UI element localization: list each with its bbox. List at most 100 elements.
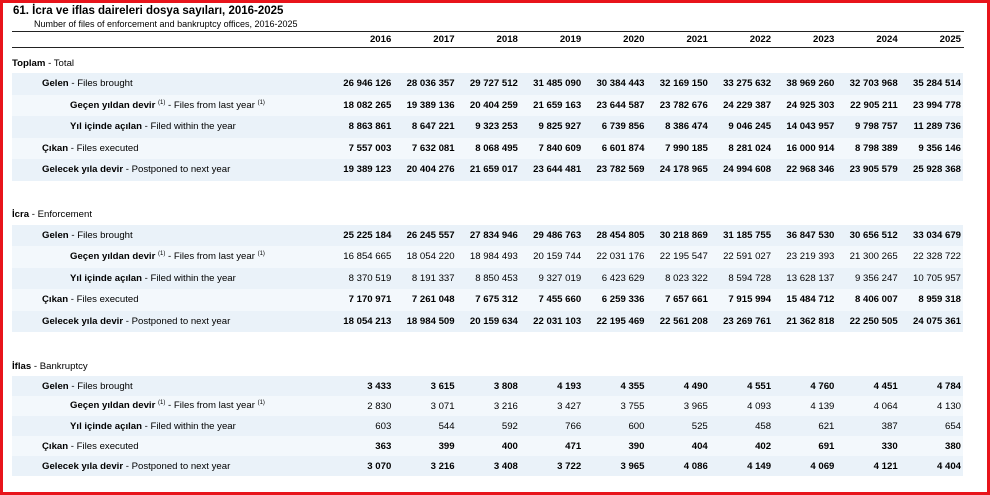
row-label: Yıl içinde açılan <box>70 420 142 432</box>
row-label-en: Files executed <box>76 440 139 452</box>
value-cell: 621 <box>773 416 837 436</box>
value-cell: 24 229 387 <box>709 94 774 116</box>
section-title-en: Total <box>53 57 75 69</box>
value-cell: 7 261 048 <box>393 289 457 311</box>
value-cell: 4 355 <box>583 376 647 396</box>
value-cell: 4 784 <box>899 376 963 396</box>
value-cell: 25 928 368 <box>899 159 963 181</box>
value-cell: 22 031 103 <box>519 310 584 332</box>
value-cell: 3 216 <box>456 396 520 416</box>
table-title: 61. İcra ve iflas daireleri dosya sayıla… <box>13 5 284 17</box>
table-row: Geçen yıldan devir (1) - Files from last… <box>12 246 963 268</box>
value-cell: 603 <box>330 416 394 436</box>
row-label-en: Postponed to next year <box>131 315 231 327</box>
value-cell: 8 959 318 <box>899 289 963 311</box>
value-cell: 4 139 <box>773 396 837 416</box>
value-cell: 8 023 322 <box>646 267 710 289</box>
value-cell: 4 451 <box>836 376 900 396</box>
row-label-en: Files from last year <box>173 400 255 412</box>
year-header: 2024 <box>876 34 898 45</box>
value-cell: 3 071 <box>393 396 457 416</box>
value-cell: 4 760 <box>773 376 837 396</box>
value-cell: 6 739 856 <box>583 116 647 138</box>
value-cell: 19 389 123 <box>330 159 394 181</box>
spacer-row <box>12 181 963 191</box>
value-cell: 31 185 755 <box>709 224 774 246</box>
value-cell: 21 659 163 <box>519 94 584 116</box>
row-label: Geçen yıldan devir <box>70 400 156 412</box>
value-cell: 330 <box>836 436 900 456</box>
value-cell: 16 000 914 <box>773 137 837 159</box>
value-cell: 32 169 150 <box>646 73 710 95</box>
value-cell: 600 <box>583 416 647 436</box>
section-header: Toplam - Total <box>12 57 75 69</box>
value-cell: 6 423 629 <box>583 267 647 289</box>
value-cell: 22 591 027 <box>709 246 774 268</box>
value-cell: 7 675 312 <box>456 289 520 311</box>
value-cell: 4 193 <box>519 376 584 396</box>
section-header: İflas - Bankruptcy <box>12 360 88 372</box>
footnote-marker: (1) <box>158 400 166 407</box>
year-header: 2022 <box>749 34 772 45</box>
table-row: Yıl içinde açılan - Filed within the yea… <box>12 116 963 138</box>
row-label: Gelecek yıla devir <box>42 164 124 176</box>
value-cell: 38 969 260 <box>773 73 837 95</box>
table-row: Çıkan - Files executed 363 399 400 471 390 404… <box>12 436 963 456</box>
value-cell: 24 178 965 <box>646 159 710 181</box>
value-cell: 24 925 303 <box>773 94 837 116</box>
table-row: Gelecek yıla devir - Postponed to next y… <box>12 159 963 181</box>
year-header: 2017 <box>433 34 455 45</box>
value-cell: 22 250 505 <box>836 310 900 332</box>
value-cell: 28 036 357 <box>393 73 457 95</box>
table-row: Gelen - Files brought 26 946 126 28 036 35… <box>12 73 963 95</box>
value-cell: 23 905 579 <box>836 159 900 181</box>
table-row: Gelen - Files brought 25 225 184 26 245 55… <box>12 224 963 246</box>
value-cell: 3 965 <box>646 396 710 416</box>
value-cell: 7 657 661 <box>646 289 710 311</box>
value-cell: 30 384 443 <box>583 73 647 95</box>
value-cell: 7 632 081 <box>393 137 457 159</box>
value-cell: 22 561 208 <box>646 310 710 332</box>
value-cell: 18 082 265 <box>330 94 394 116</box>
value-cell: 8 863 861 <box>330 116 394 138</box>
value-cell: 22 195 469 <box>583 310 647 332</box>
value-cell: 23 782 676 <box>646 94 710 116</box>
value-cell: 24 994 608 <box>709 159 774 181</box>
row-label-en: Filed within the year <box>150 121 236 133</box>
year-header: 2025 <box>939 34 961 45</box>
value-cell: 22 195 547 <box>646 246 710 268</box>
value-cell: 22 031 176 <box>583 246 647 268</box>
table-row: Yıl içinde açılan - Filed within the yea… <box>12 416 963 436</box>
value-cell: 544 <box>393 416 457 436</box>
value-cell: 36 847 530 <box>773 224 837 246</box>
row-label-en: Files executed <box>76 294 139 306</box>
value-cell: 23 219 393 <box>773 246 837 268</box>
value-cell: 11 289 736 <box>899 116 963 138</box>
value-cell: 30 656 512 <box>836 224 900 246</box>
table-row: Geçen yıldan devir (1) - Files from last… <box>12 94 963 116</box>
value-cell: 33 034 679 <box>899 224 963 246</box>
value-cell: 7 915 994 <box>709 289 774 311</box>
value-cell: 691 <box>773 436 837 456</box>
value-cell: 15 484 712 <box>773 289 837 311</box>
row-label-en: Postponed to next year <box>131 164 231 176</box>
header-blank <box>12 32 330 47</box>
value-cell: 30 218 869 <box>646 224 710 246</box>
row-label-en: Files from last year <box>173 99 255 111</box>
value-cell: 23 644 481 <box>519 159 584 181</box>
value-cell: 9 825 927 <box>519 116 584 138</box>
value-cell: 9 798 757 <box>836 116 900 138</box>
value-cell: 363 <box>330 436 394 456</box>
value-cell: 26 245 557 <box>393 224 457 246</box>
row-label: Yıl içinde açılan <box>70 121 142 133</box>
value-cell: 27 834 946 <box>456 224 520 246</box>
row-label-en: Files from last year <box>173 251 255 263</box>
value-cell: 9 046 245 <box>709 116 774 138</box>
value-cell: 3 427 <box>519 396 584 416</box>
value-cell: 3 408 <box>456 456 520 476</box>
value-cell: 380 <box>899 436 963 456</box>
value-cell: 13 628 137 <box>773 267 837 289</box>
value-cell: 3 070 <box>330 456 394 476</box>
value-cell: 16 854 665 <box>330 246 394 268</box>
value-cell: 3 615 <box>393 376 457 396</box>
